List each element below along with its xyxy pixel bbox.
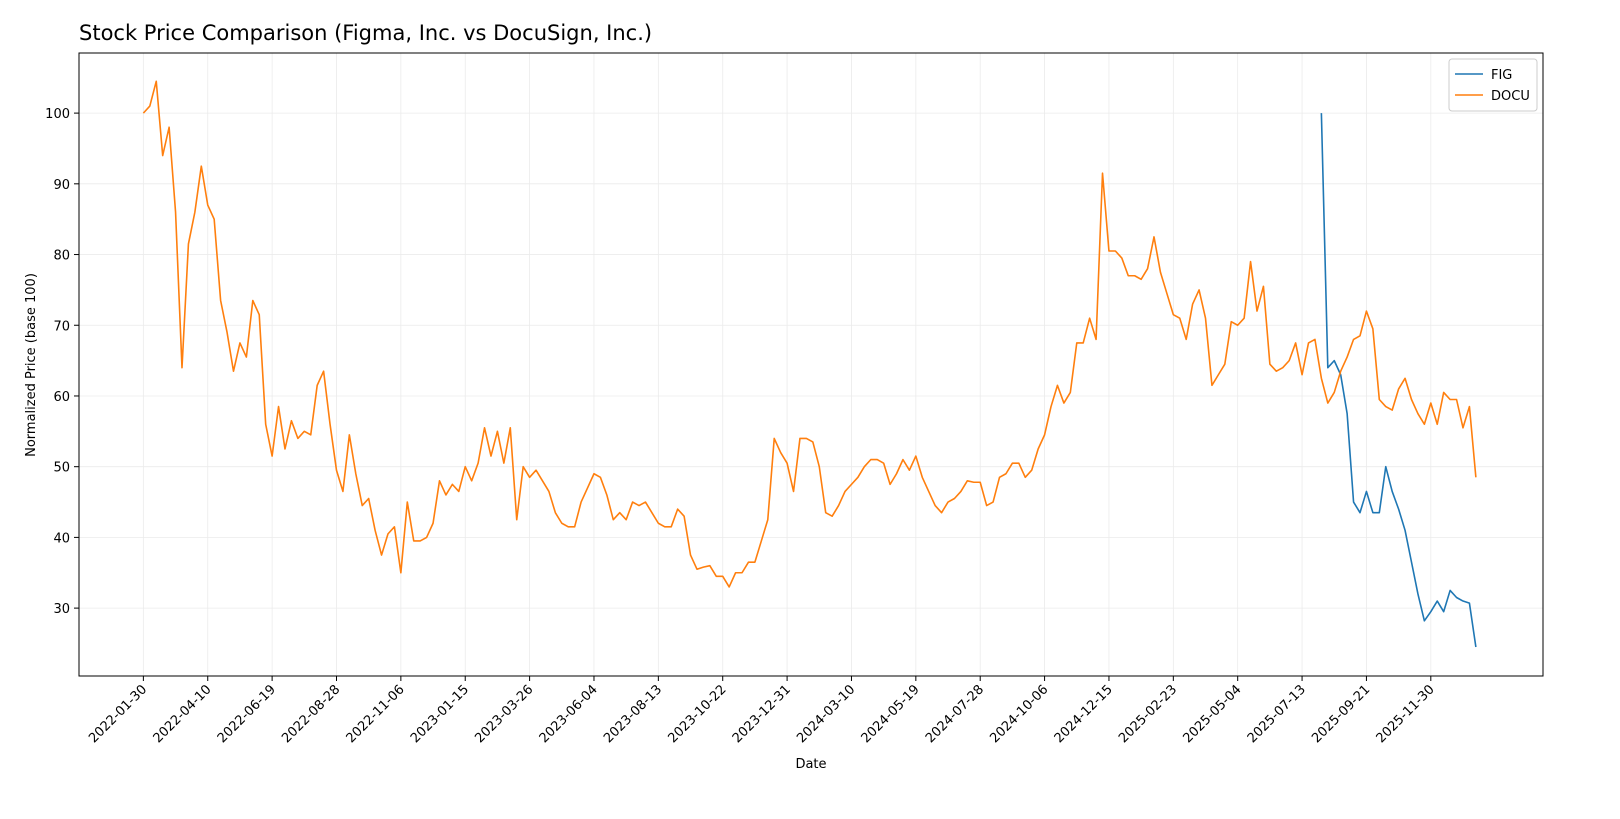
legend-label: DOCU [1491, 89, 1530, 104]
x-tick-label: 2023-03-26 [472, 682, 536, 746]
x-tick-label: 2024-10-06 [987, 682, 1051, 746]
y-tick-label: 50 [53, 461, 70, 476]
x-tick-label: 2025-11-30 [1374, 682, 1438, 746]
x-axis-label: Date [795, 757, 826, 772]
y-tick-label: 80 [53, 249, 70, 264]
line-series [142, 80, 1477, 588]
x-tick-label: 2024-07-28 [923, 682, 987, 746]
x-tick-label: 2022-11-06 [344, 682, 408, 746]
x-tick-label: 2022-01-30 [86, 682, 150, 746]
legend-label: FIG [1491, 68, 1512, 83]
y-tick-label: 90 [53, 178, 70, 193]
x-tick-label: 2025-05-04 [1180, 682, 1244, 746]
x-tick-label: 2022-04-10 [151, 682, 215, 746]
x-tick-label: 2025-07-13 [1245, 682, 1309, 746]
plot-frame [78, 52, 1544, 677]
x-tick-label: 2023-06-04 [537, 682, 601, 746]
legend: FIG DOCU [1448, 58, 1538, 112]
chart-title: Stock Price Comparison (Figma, Inc. vs D… [79, 21, 652, 45]
line-series [1320, 113, 1477, 648]
y-tick-label: 40 [53, 531, 70, 546]
x-tick-label: 2024-03-10 [794, 682, 858, 746]
x-tick-label: 2023-10-22 [666, 682, 730, 746]
y-axis-label: Normalized Price (base 100) [24, 273, 39, 457]
y-tick-label: 60 [53, 390, 70, 405]
x-tick-label: 2023-08-13 [601, 682, 665, 746]
x-tick-label: 2022-08-28 [279, 682, 343, 746]
y-tick-label: 30 [53, 602, 70, 617]
x-tick-label: 2023-12-31 [730, 682, 794, 746]
y-tick-label: 100 [45, 107, 70, 122]
x-tick-label: 2025-02-23 [1116, 682, 1180, 746]
x-tick-label: 2024-05-19 [859, 682, 923, 746]
legend-box [1448, 58, 1538, 112]
x-tick-label: 2024-12-15 [1052, 682, 1116, 746]
x-tick-label: 2022-06-19 [215, 682, 279, 746]
y-tick-label: 70 [53, 319, 70, 334]
x-tick-label: 2023-01-15 [408, 682, 472, 746]
x-tick-label: 2025-09-21 [1309, 682, 1373, 746]
